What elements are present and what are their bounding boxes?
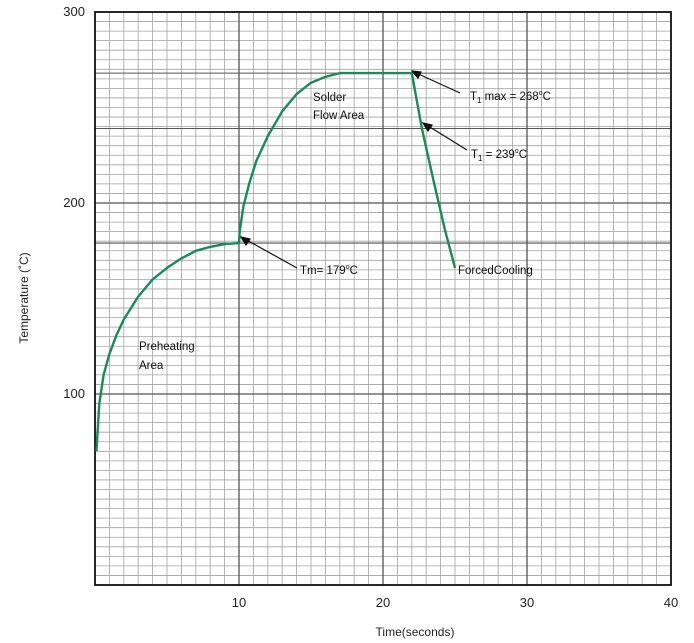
tmax-arrow: [413, 71, 461, 94]
temperature-profile-line: [95, 71, 457, 452]
major-grid: [95, 12, 671, 585]
x-tick-label: 20: [376, 595, 390, 610]
y-axis-label: Temperature (˚C): [17, 252, 31, 343]
preheating-area-label-line2: Area: [139, 360, 164, 372]
x-tick-label: 40: [664, 595, 678, 610]
x-axis-label: Time(seconds): [376, 625, 455, 639]
t1-arrow: [424, 123, 468, 151]
tm-label: Tm= 179oC: [300, 264, 358, 277]
tmax-label: T1 max = 268oC: [470, 90, 551, 105]
x-tick-label: 10: [232, 595, 246, 610]
forced-cooling-label: ForcedCooling: [458, 265, 533, 277]
t1-arrow-head: [421, 122, 433, 133]
y-tick-label: 300: [63, 4, 85, 19]
preheating-area-label-line1: Preheating: [139, 341, 195, 353]
tm-arrow: [242, 237, 298, 269]
x-tick-labels: 10 20 30 40: [232, 595, 678, 610]
y-tick-label: 200: [63, 195, 85, 210]
solder-area-label-line2: Flow Area: [313, 110, 365, 122]
plot-frame: [94, 11, 672, 586]
annotation-arrows: [239, 70, 468, 269]
y-tick-label: 100: [63, 386, 85, 401]
tm-arrow-head: [239, 236, 251, 247]
y-tick-labels: 100 200 300: [63, 4, 85, 401]
solder-area-label-line1: Solder: [313, 92, 346, 104]
tmax-arrow-head: [410, 70, 422, 80]
x-tick-label: 30: [520, 595, 534, 610]
t1-label: T1 = 239oC: [471, 148, 527, 163]
